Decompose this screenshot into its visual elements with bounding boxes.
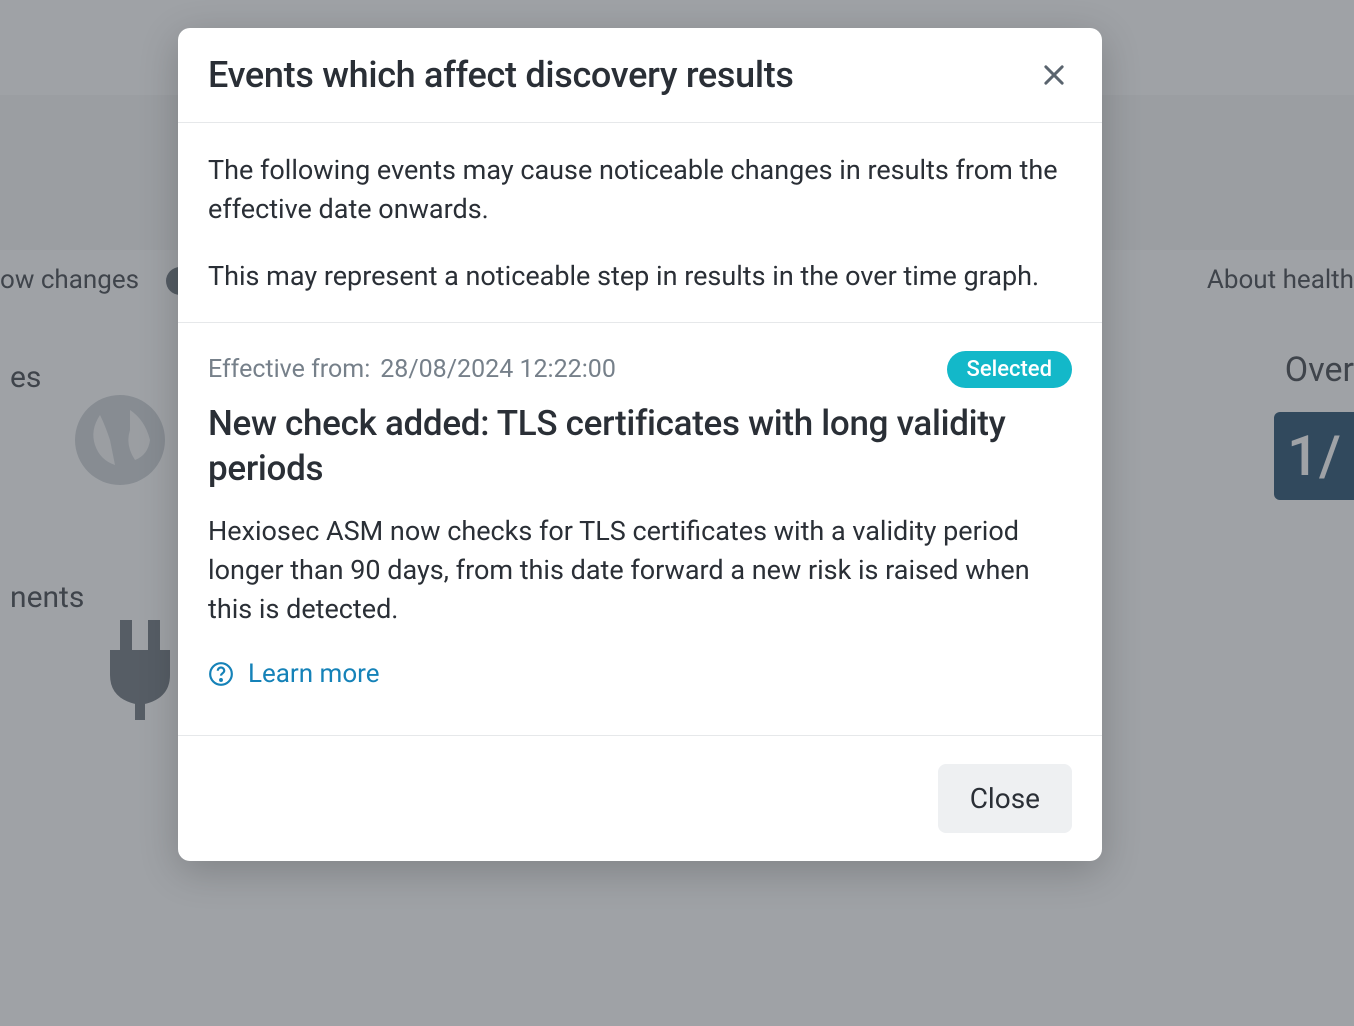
effective-from: Effective from: 28/08/2024 12:22:00: [208, 355, 616, 384]
event-description: Hexiosec ASM now checks for TLS certific…: [208, 512, 1072, 629]
event-meta-row: Effective from: 28/08/2024 12:22:00 Sele…: [208, 351, 1072, 388]
learn-more-link[interactable]: Learn more: [208, 659, 380, 689]
learn-more-label: Learn more: [248, 659, 380, 689]
modal-title: Events which affect discovery results: [208, 54, 794, 96]
modal-header: Events which affect discovery results: [178, 28, 1102, 123]
effective-from-label: Effective from:: [208, 355, 370, 384]
event-item: Effective from: 28/08/2024 12:22:00 Sele…: [178, 323, 1102, 735]
close-button[interactable]: Close: [938, 764, 1072, 833]
selected-badge: Selected: [947, 351, 1073, 388]
event-title: New check added: TLS certificates with l…: [208, 402, 1072, 492]
events-modal: Events which affect discovery results Th…: [178, 28, 1102, 861]
intro-paragraph-1: The following events may cause noticeabl…: [208, 151, 1072, 229]
close-icon[interactable]: [1036, 57, 1072, 93]
question-circle-icon: [208, 661, 234, 687]
modal-footer: Close: [178, 735, 1102, 861]
modal-intro: The following events may cause noticeabl…: [178, 123, 1102, 323]
intro-paragraph-2: This may represent a noticeable step in …: [208, 257, 1072, 296]
effective-from-date: 28/08/2024 12:22:00: [380, 355, 616, 384]
